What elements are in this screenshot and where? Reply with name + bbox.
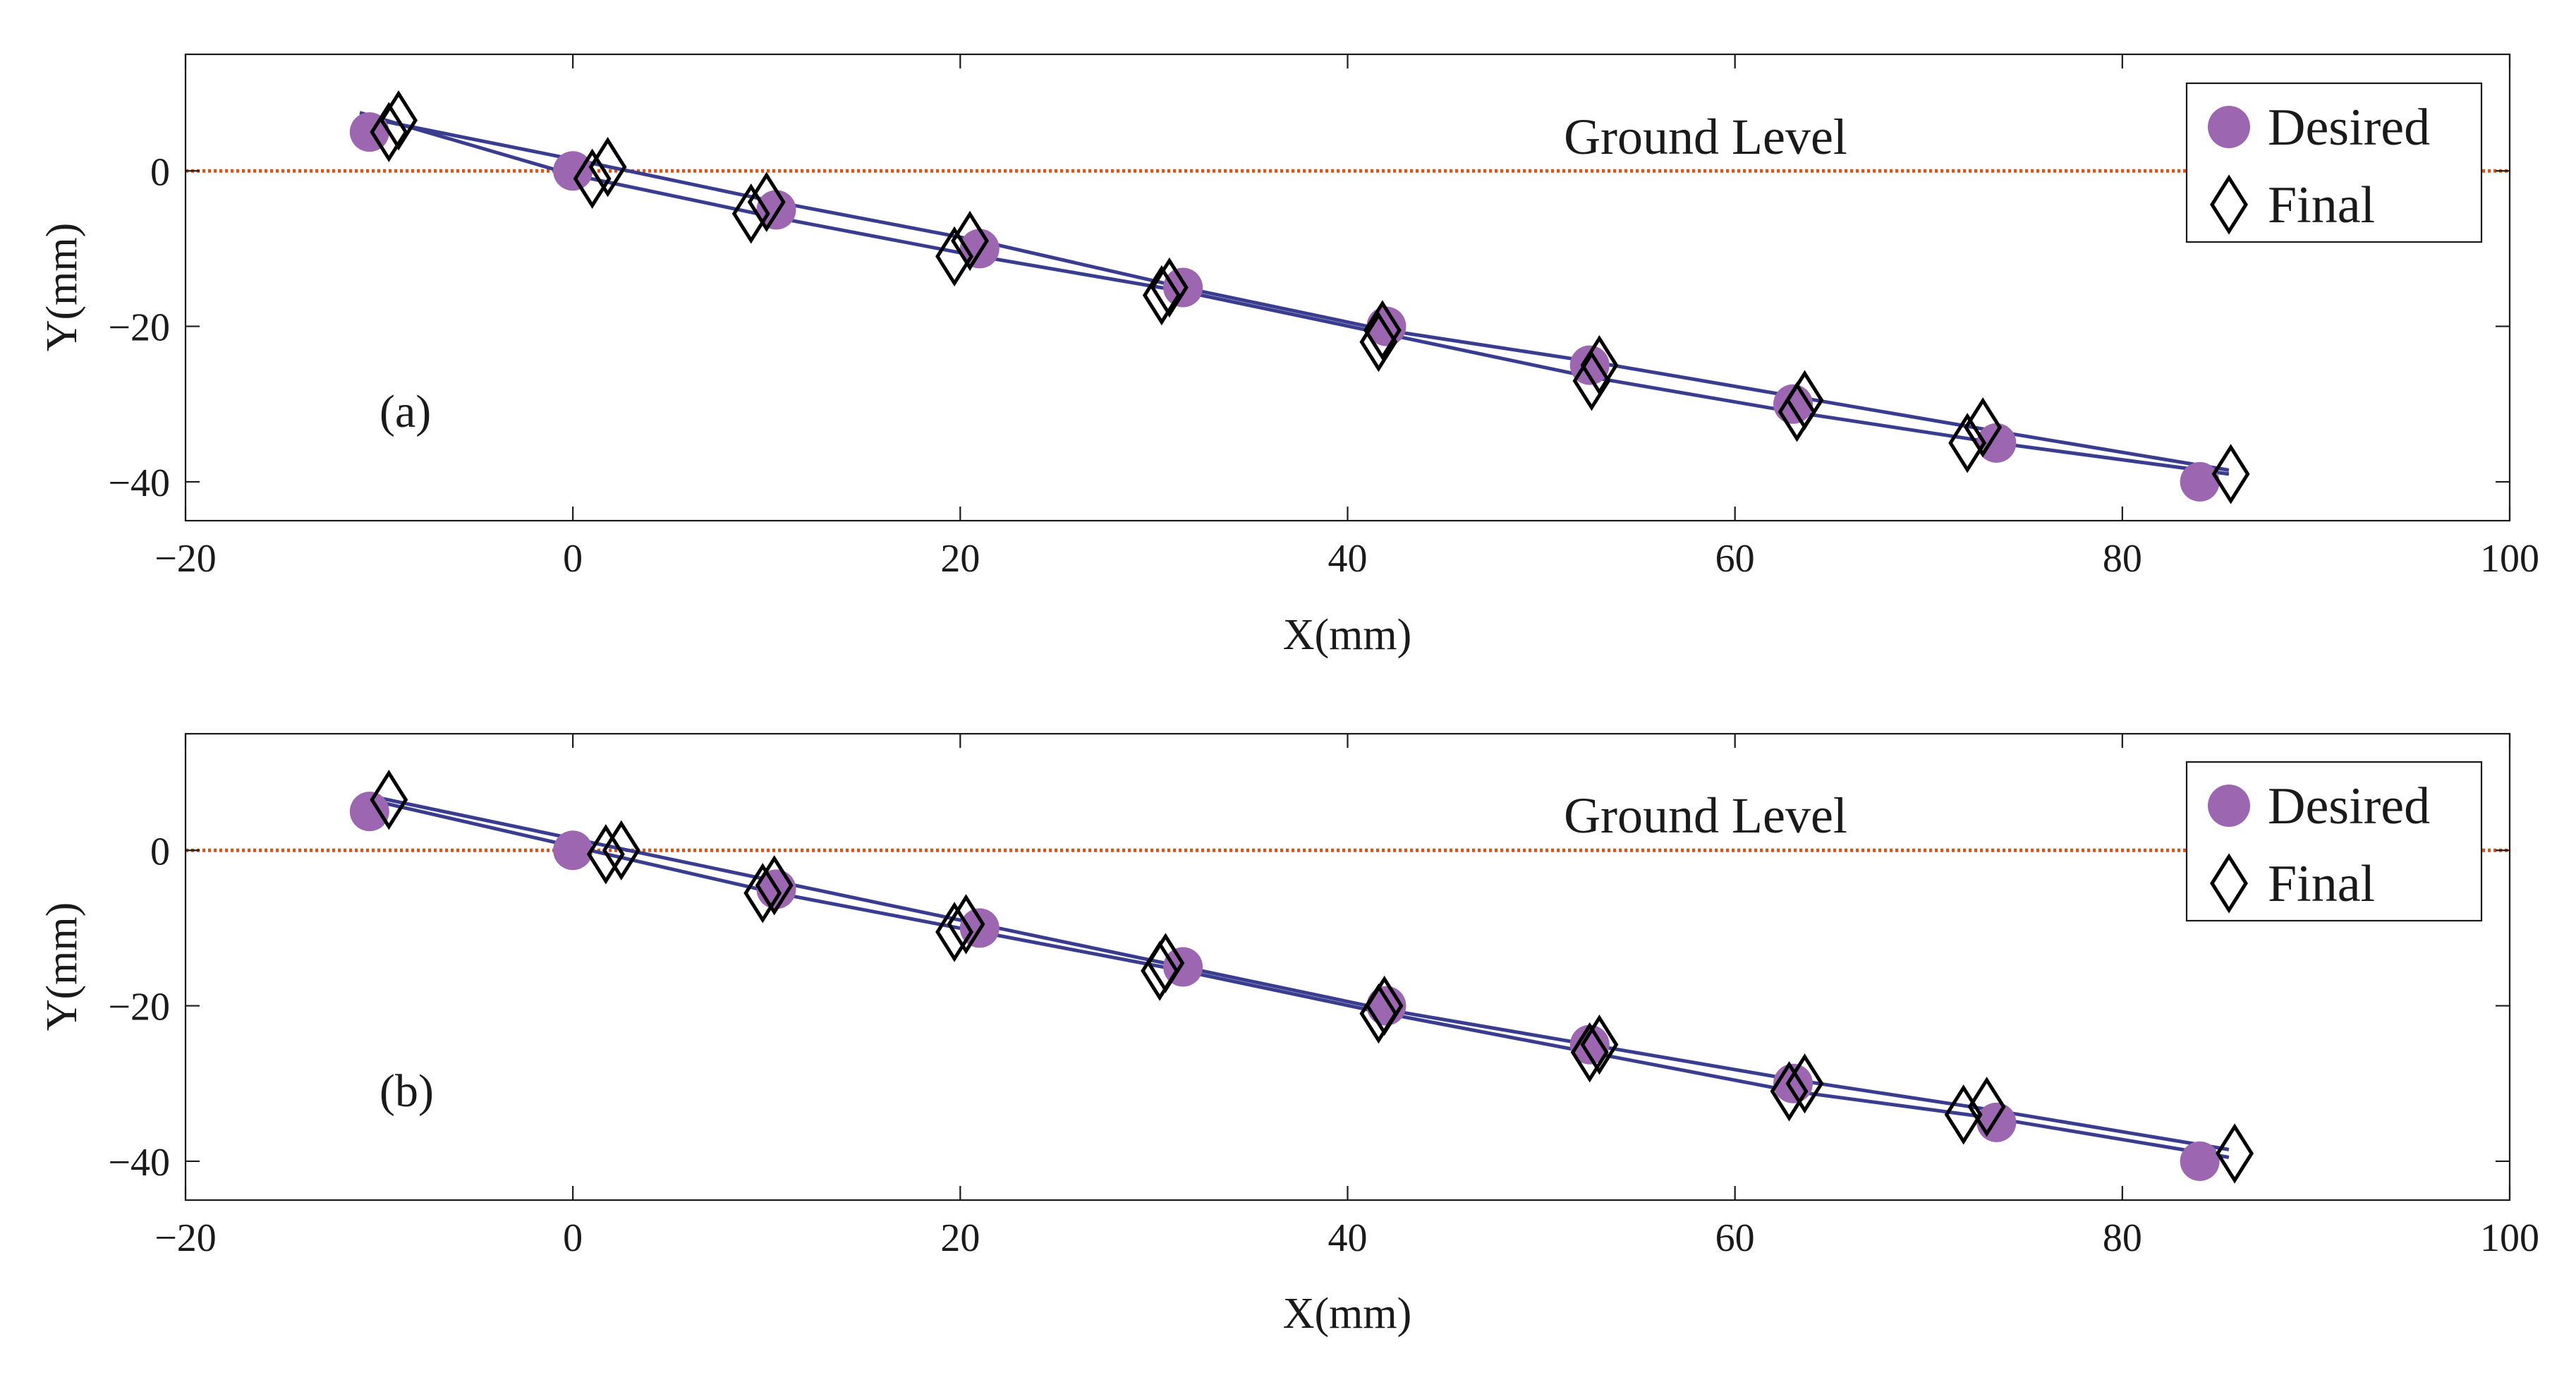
panel-b-final-point: [1770, 1061, 1809, 1122]
panel-b: −20 0 20 40 60 80 100 −40 −20 0 X(mm) Y(mm) (b) G…: [38, 732, 2539, 1338]
panel-b-final-point: [1785, 1053, 1824, 1114]
panel-b-final-point: [602, 820, 640, 880]
panel-b-final-point: [586, 824, 625, 885]
panel-a-x-tick-label: 80: [2103, 537, 2142, 581]
panel-a-x-tick-label: 60: [1715, 537, 1755, 581]
panel-a: −20 0 20 40 60 80 100 −40 −20 0 X(mm) Y(mm) (a) G…: [38, 53, 2539, 659]
panel-a-final-point: [370, 102, 408, 162]
panel-a-final-point: [1778, 382, 1816, 442]
panel-a-trajectory-line: [359, 111, 2230, 476]
panel-a-final-point: [379, 90, 418, 151]
panel-b-legend-final-marker: [2210, 853, 2248, 914]
panel-a-trajectory-line: [359, 114, 2230, 472]
panel-b-desired-point: [349, 792, 389, 832]
panel-b-x-tick-label: 40: [1328, 1216, 1368, 1260]
panel-b-final-point: [935, 902, 974, 962]
panel-a-final-point: [1572, 351, 1611, 411]
panel-a-label: (a): [379, 386, 431, 437]
panel-a-x-tick-label: −20: [154, 537, 217, 581]
panel-b-x-tick-label: 20: [940, 1216, 980, 1260]
panel-b-final-point: [743, 863, 782, 924]
panel-b-final-point: [1580, 1014, 1619, 1075]
panel-a-x-tick-label: 0: [563, 537, 583, 581]
panel-b-x-axis-label: X(mm): [1283, 1290, 1412, 1338]
panel-b-ground-level-label: Ground Level: [1564, 787, 1847, 844]
panel-a-final-point: [588, 137, 627, 198]
panel-b-final-point: [1365, 975, 1404, 1036]
panel-b-x-tick-label: 80: [2103, 1216, 2142, 1260]
panel-a-ground-level-label: Ground Level: [1564, 109, 1847, 165]
panel-a-final-point: [935, 226, 974, 287]
panel-b-y-tick-label: −40: [108, 1141, 170, 1185]
panel-b-legend-desired-label: Desired: [2268, 777, 2430, 835]
panel-b-final-point: [370, 769, 408, 830]
panel-a-y-axis-label: Y(mm): [38, 223, 86, 352]
panel-b-final-point: [1570, 1022, 1609, 1083]
panel-a-final-point: [1948, 413, 1987, 473]
panel-b-desired-point: [1976, 1102, 2017, 1142]
panel-a-final-point: [1359, 311, 1398, 373]
panel-a-legend-final-label: Final: [2268, 176, 2375, 234]
panel-a-final-point: [573, 148, 612, 209]
panel-b-final-point: [755, 855, 794, 916]
panel-b-x-tick-label: 60: [1715, 1216, 1755, 1260]
panel-b-x-tick-label: −20: [154, 1216, 217, 1260]
panel-b-trajectory-line: [369, 798, 2230, 1159]
panel-b-y-tick-label: 0: [150, 830, 170, 873]
panel-b-label: (b): [379, 1065, 434, 1117]
panel-a-x-tick-label: 40: [1328, 537, 1368, 581]
panel-b-axes-box: [184, 732, 2511, 1202]
panel-b-trajectory-line: [369, 794, 2230, 1151]
panel-b-final-point: [1146, 933, 1185, 993]
panel-a-x-tick-label: 20: [940, 537, 980, 581]
panel-a-x-axis-label: X(mm): [1283, 611, 1412, 659]
panel-a-final-point: [2211, 444, 2250, 504]
panel-a-legend-desired-label: Desired: [2268, 99, 2430, 157]
panel-a-final-point: [1142, 265, 1181, 326]
panel-b-desired-point: [1569, 1024, 1610, 1065]
panel-b-final-point: [1944, 1084, 1983, 1145]
panel-a-y-tick-label: −20: [108, 306, 170, 350]
panel-b-desired-point: [2180, 1141, 2220, 1181]
panel-b-legend-desired-marker: [2208, 785, 2250, 827]
panel-b-final-point: [947, 894, 985, 955]
panel-b-final-point: [2216, 1123, 2254, 1184]
panel-a-desired-point: [1163, 267, 1203, 308]
panel-a-desired-point: [553, 151, 593, 191]
panel-b-legend-final-label: Final: [2268, 855, 2375, 913]
panel-a-final-point: [951, 210, 990, 272]
panel-b-x-tick-label: 100: [2480, 1216, 2539, 1260]
panel-a-ticks: −20 0 20 40 60 80 100 −40 −20 0: [108, 54, 2539, 581]
panel-a-legend: Desired Final: [2185, 82, 2483, 243]
panel-a-desired-point: [1976, 423, 2017, 463]
panel-a-y-tick-label: −40: [108, 461, 170, 505]
panel-a-final-point: [1150, 257, 1189, 318]
panel-a-final-point: [1363, 300, 1402, 361]
panel-a-final-point: [731, 183, 770, 244]
panel-a-desired-point: [2180, 461, 2220, 502]
panel-b-desired-point: [553, 830, 593, 871]
panel-b-ticks: −20 0 20 40 60 80 100 −40 −20 0: [108, 734, 2539, 1260]
panel-b-y-tick-label: −20: [108, 986, 170, 1029]
panel-b-legend: Desired Final: [2185, 761, 2483, 922]
panel-b-y-axis-label: Y(mm): [38, 902, 86, 1031]
panel-b-plot-area: [186, 769, 2510, 1184]
panel-a-final-point: [1964, 397, 2003, 458]
panel-a-legend-desired-marker: [2208, 106, 2250, 148]
panel-a-y-tick-label: 0: [150, 150, 170, 194]
panel-b-x-tick-label: 0: [563, 1216, 583, 1260]
panel-a-plot-area: [186, 90, 2510, 504]
panel-b-final-point: [1967, 1077, 2006, 1137]
panel-a-legend-final-marker: [2210, 174, 2248, 235]
panel-a-x-tick-label: 100: [2480, 537, 2539, 581]
panel-a-desired-point: [756, 190, 796, 230]
panel-a-axes-box: [184, 53, 2511, 522]
